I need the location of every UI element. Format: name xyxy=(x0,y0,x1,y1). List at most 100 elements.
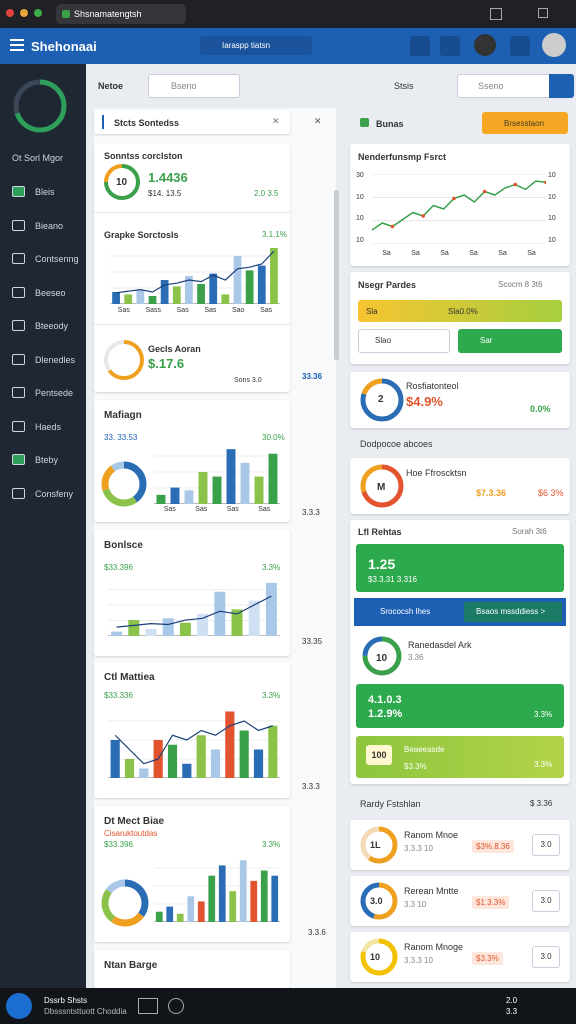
nav-item[interactable]: Pentsede xyxy=(35,388,74,398)
bar xyxy=(260,870,268,922)
action-button[interactable]: Brsesstaon xyxy=(482,112,568,134)
section-count: $ 3.36 xyxy=(530,799,553,808)
nav-item[interactable]: Haeds xyxy=(35,421,62,432)
kpi-value: $4.9% xyxy=(406,394,443,409)
metrics-card: Ctl Mattiea $33.336 3.3% xyxy=(94,662,290,798)
start-button[interactable] xyxy=(6,993,32,1019)
card-title: Ctl Mattiea xyxy=(104,672,155,683)
bar xyxy=(271,875,279,922)
badge: 3.1.1% xyxy=(262,230,287,239)
green-panel: 4.1.0.3 1.2.9% 3.3% xyxy=(356,684,564,728)
donut-label: 10 xyxy=(370,952,381,962)
panel-header: Stcts Sontedss ✕ xyxy=(94,110,290,134)
item-title: Ranom Mnoge xyxy=(404,942,464,952)
kpi-value: $7.3.36 xyxy=(476,488,507,498)
donut-segment xyxy=(101,879,149,927)
panel-sub: $3.3.31 3.316 xyxy=(368,575,417,584)
bar xyxy=(124,759,135,778)
badge: 3.3% xyxy=(262,691,281,700)
bar xyxy=(124,294,133,304)
icon-button[interactable] xyxy=(410,36,430,56)
axis-label: Sas xyxy=(195,506,208,513)
avatar[interactable] xyxy=(542,33,566,57)
line-chart xyxy=(372,174,546,244)
nav-item[interactable]: Dlenedles xyxy=(35,354,76,365)
bar xyxy=(160,280,169,304)
max-dot[interactable] xyxy=(34,9,42,17)
select[interactable]: Slao xyxy=(358,329,450,353)
menu-icon[interactable] xyxy=(10,39,24,41)
panel-value: 4.1.0.3 xyxy=(368,694,402,706)
axis-label: Sa xyxy=(382,250,391,257)
kpi-title: Hoe Ffroscktsn xyxy=(406,468,467,478)
donut-label: 3.0 xyxy=(370,896,383,906)
bar xyxy=(111,631,123,636)
item-button[interactable]: 3.0 xyxy=(532,890,560,912)
scrollbar[interactable] xyxy=(334,190,339,360)
bar-chart xyxy=(108,582,280,636)
item-button[interactable]: 3.0 xyxy=(532,946,560,968)
donut-segment xyxy=(360,882,398,920)
segments-card: Nsegr Pardes Scocm 8 3t6 Sla Sla0.0% Sla… xyxy=(350,272,570,364)
bar xyxy=(239,860,247,922)
ring-title: Ranedasdel Ark xyxy=(408,640,472,650)
link[interactable]: Scocm 8 3t6 xyxy=(498,280,543,289)
nav-item[interactable]: Bteeody xyxy=(35,321,69,331)
search-input[interactable]: Sseno xyxy=(457,74,551,98)
badge: 3.3% xyxy=(262,840,281,849)
placeholder: Sseno xyxy=(478,81,504,91)
taskbar: Dssrb Shsts Dbsssntsttuott Choddia 2.0 3… xyxy=(0,988,576,1024)
nav-icon xyxy=(12,420,25,432)
icon-button[interactable] xyxy=(440,36,460,56)
bar xyxy=(253,749,264,778)
bar xyxy=(187,896,195,922)
icon-button[interactable] xyxy=(510,36,530,56)
nav-item[interactable]: Beeseo xyxy=(35,287,66,298)
window-button[interactable] xyxy=(538,8,548,18)
bar xyxy=(268,453,278,504)
search-button[interactable] xyxy=(549,74,574,98)
point xyxy=(513,182,518,187)
tab[interactable]: Shsnamatengtsh xyxy=(56,4,186,24)
bar xyxy=(136,289,145,304)
item-button[interactable]: 3.0 xyxy=(532,834,560,856)
donut-label: 10 xyxy=(376,653,388,664)
search-box[interactable]: Iaraspp tiatsn xyxy=(200,36,312,55)
card-title: Mafiagn xyxy=(104,410,142,421)
yellow-panel: 100 Beaeeasde $3.3% 3.3% xyxy=(356,736,564,778)
search-input[interactable]: Bseno xyxy=(148,74,240,98)
nav-item[interactable]: Bteby xyxy=(35,455,59,465)
button[interactable]: Sar xyxy=(458,329,562,353)
bar-chart xyxy=(154,449,280,504)
bar xyxy=(184,490,194,504)
task-icon[interactable] xyxy=(168,998,184,1014)
app-header: Shehonaai Iaraspp tiatsn xyxy=(0,28,576,64)
panel-value: 1.25 xyxy=(368,556,396,572)
header-button[interactable]: Bsaos mssddiess > xyxy=(464,602,562,622)
tab-title: Shsnamatengtsh xyxy=(74,9,142,19)
button-label: Brsesstaon xyxy=(504,119,545,128)
close-dot[interactable] xyxy=(6,9,14,17)
window-button[interactable] xyxy=(490,8,502,20)
side-value: 33.35 xyxy=(302,637,323,646)
card-title: Nsegr Pardes xyxy=(358,280,417,290)
nav-item[interactable]: Contsenng xyxy=(35,254,79,264)
link[interactable]: Sorah 3t6 xyxy=(512,527,547,536)
close-icon[interactable]: ✕ xyxy=(272,116,280,126)
nav-item[interactable]: Bieano xyxy=(35,220,64,231)
list-card: 10 Ranom Mnoge 3.3.3 10 $3.3% 3.0 xyxy=(350,932,570,982)
task-icon[interactable] xyxy=(138,998,158,1014)
close-icon[interactable]: ✕ xyxy=(314,116,322,126)
section-title: Rardy Fstshlan xyxy=(360,799,421,809)
donut-segment xyxy=(360,464,404,508)
nav-item[interactable]: Bleis xyxy=(35,187,55,197)
bar xyxy=(265,582,277,636)
axis-label: Sass xyxy=(145,307,162,314)
value: $33.336 xyxy=(104,691,133,700)
results-card: Lfl Rehtas Sorah 3t6 1.25 $3.3.31 3.316 … xyxy=(350,520,570,784)
nav-item[interactable]: Consfeny xyxy=(35,488,74,499)
donut xyxy=(360,464,404,508)
min-dot[interactable] xyxy=(20,9,28,17)
avatar[interactable] xyxy=(474,34,496,56)
badge: 3.3% xyxy=(262,563,281,572)
